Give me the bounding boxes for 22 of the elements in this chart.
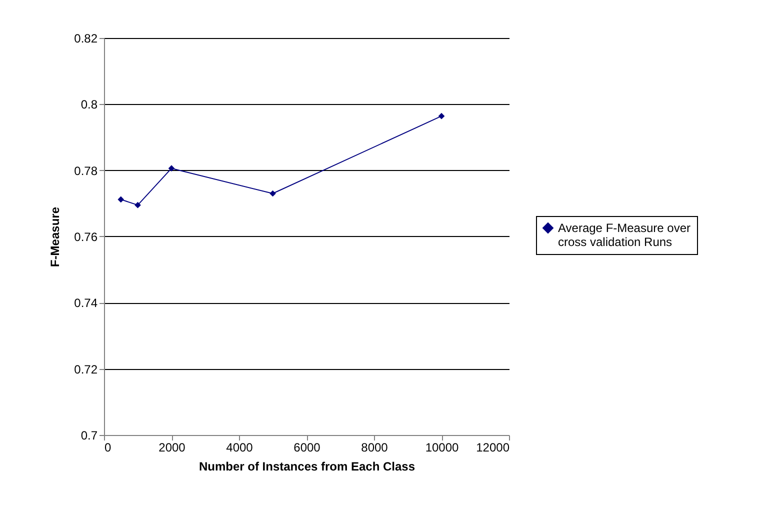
- point: [438, 112, 445, 120]
- x-tick-label: 4000: [226, 440, 254, 454]
- x-tick-label: 10000: [425, 440, 460, 454]
- x-tick-label: 2000: [158, 440, 186, 454]
- legend-label: Average F-Measure over cross validation Runs: [558, 221, 691, 249]
- y-tick-label: 0.72: [74, 362, 98, 376]
- y-tick-label: 0.8: [80, 98, 98, 112]
- x-tick-label: 0: [104, 440, 112, 454]
- y-axis-title: F-Measure: [48, 206, 62, 268]
- x-tick-label: 6000: [294, 440, 321, 454]
- y-tick-label: 0.74: [74, 296, 98, 310]
- x-axis-title: Number of Instances from Each Class: [198, 460, 416, 474]
- x-tick-label: 12000: [476, 440, 510, 454]
- y-tick-label: 0.7: [80, 428, 98, 442]
- point: [270, 190, 276, 197]
- y-tick-label: 0.78: [74, 164, 98, 178]
- y-tick-label: 0.76: [74, 230, 98, 244]
- x-tick-label: 8000: [361, 440, 388, 454]
- point: [134, 202, 141, 208]
- point: [168, 165, 175, 172]
- point: [118, 196, 124, 203]
- y-tick-label: 0.82: [74, 32, 98, 46]
